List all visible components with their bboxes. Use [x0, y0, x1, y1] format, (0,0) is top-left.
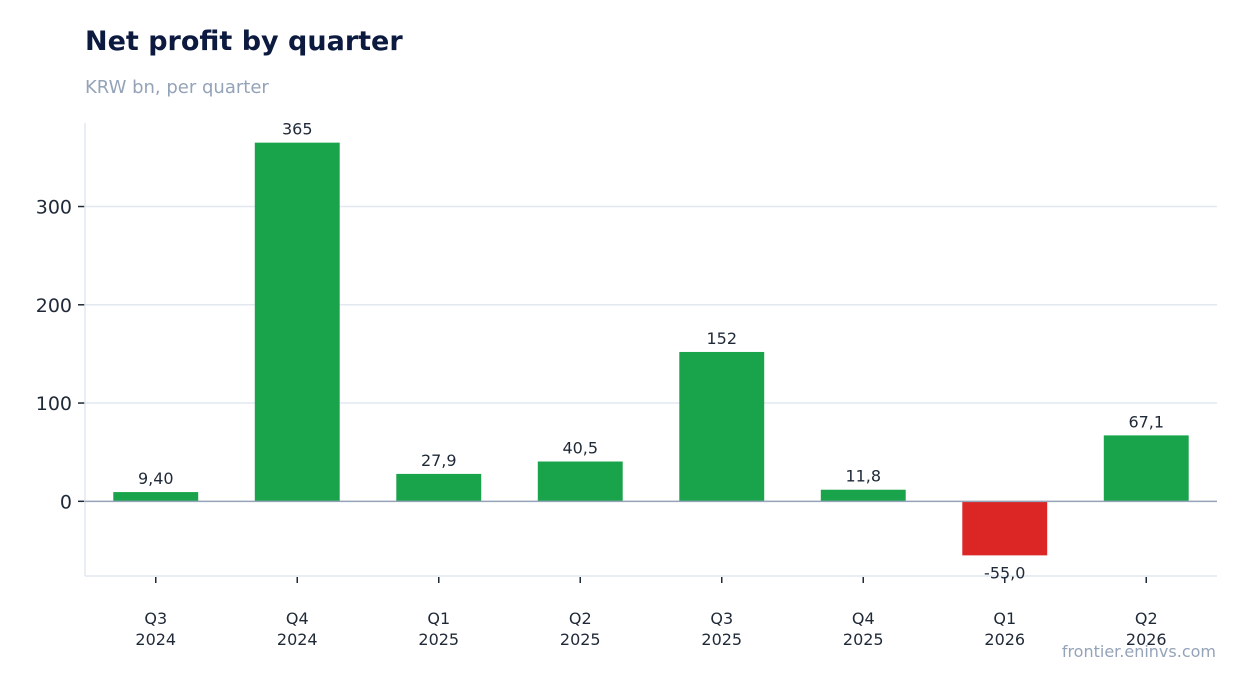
xtick-label: 2025	[560, 630, 601, 649]
source-credit: frontier.eninvs.com	[1061, 642, 1216, 661]
data-label: 40,5	[562, 439, 598, 458]
data-label: -55,0	[984, 563, 1025, 582]
xtick-label: 2026	[1126, 630, 1167, 649]
bar	[537, 461, 623, 502]
ytick-label: 100	[36, 393, 72, 415]
xtick-label: 2025	[418, 630, 459, 649]
xtick-label: Q1	[427, 609, 450, 628]
xtick-label: Q3	[710, 609, 733, 628]
xtick-label: Q1	[993, 609, 1016, 628]
bar	[113, 492, 199, 502]
ytick-label: 200	[36, 295, 72, 317]
xtick-label: 2026	[984, 630, 1025, 649]
bar	[962, 501, 1048, 556]
data-label: 27,9	[421, 451, 457, 470]
ytick-label: 300	[36, 197, 72, 219]
xtick-label: 2024	[277, 630, 318, 649]
bar	[679, 351, 765, 502]
data-label: 152	[706, 329, 737, 348]
xtick-label: Q2	[1135, 609, 1158, 628]
data-label: 67,1	[1128, 412, 1164, 431]
xtick-label: 2025	[843, 630, 884, 649]
data-label: 365	[282, 120, 313, 139]
data-label: 9,40	[138, 469, 174, 488]
xtick-label: Q3	[144, 609, 167, 628]
ytick-label: 0	[60, 491, 72, 513]
xtick-label: Q4	[852, 609, 875, 628]
chart-subtitle: KRW bn, per quarter	[85, 77, 269, 98]
bar	[820, 489, 906, 502]
xtick-label: Q2	[569, 609, 592, 628]
xtick-label: 2025	[701, 630, 742, 649]
xtick-label: 2024	[135, 630, 176, 649]
bar	[396, 473, 482, 502]
bar	[254, 142, 340, 502]
bar	[1103, 435, 1189, 502]
chart-title: Net profit by quarter	[85, 26, 403, 57]
data-label: 11,8	[845, 467, 881, 486]
xtick-label: Q4	[286, 609, 309, 628]
